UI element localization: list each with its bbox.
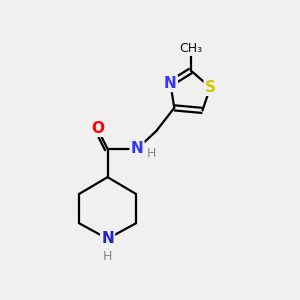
Text: N: N [101,231,114,246]
Text: N: N [164,76,177,91]
Text: O: O [91,121,104,136]
Text: H: H [147,147,156,160]
Text: CH₃: CH₃ [179,42,203,55]
Text: H: H [103,250,112,263]
Text: N: N [131,141,143,156]
Text: S: S [205,80,216,95]
